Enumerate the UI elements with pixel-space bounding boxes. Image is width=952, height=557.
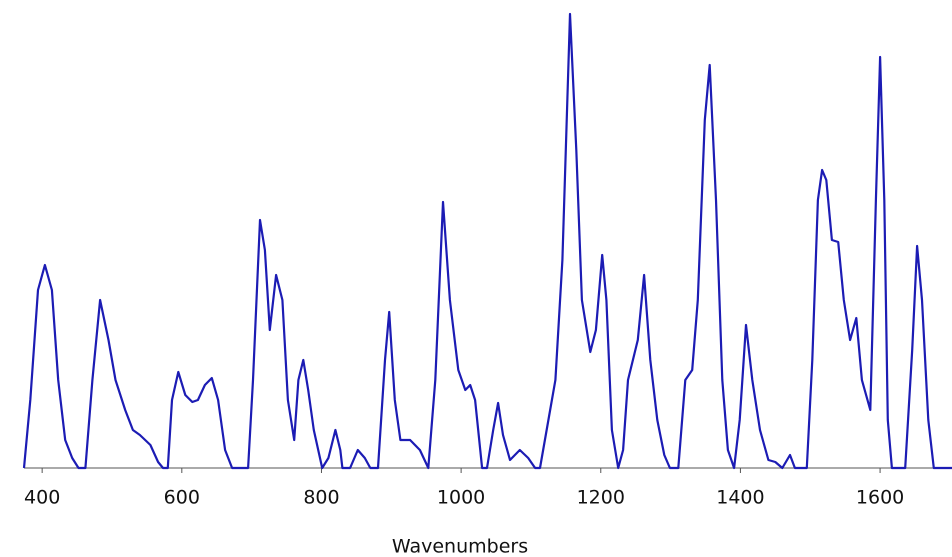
x-tick-label: 1000 <box>437 487 485 509</box>
spectrum-line <box>22 12 952 470</box>
x-tick-label: 800 <box>303 487 339 509</box>
x-tick-label: 600 <box>164 487 200 509</box>
x-tick-label: 400 <box>24 487 60 509</box>
x-tick-label: 1600 <box>856 487 904 509</box>
x-tick-label: 1200 <box>577 487 625 509</box>
x-axis-label: Wavenumbers <box>392 536 528 557</box>
x-tick-label: 1400 <box>716 487 764 509</box>
